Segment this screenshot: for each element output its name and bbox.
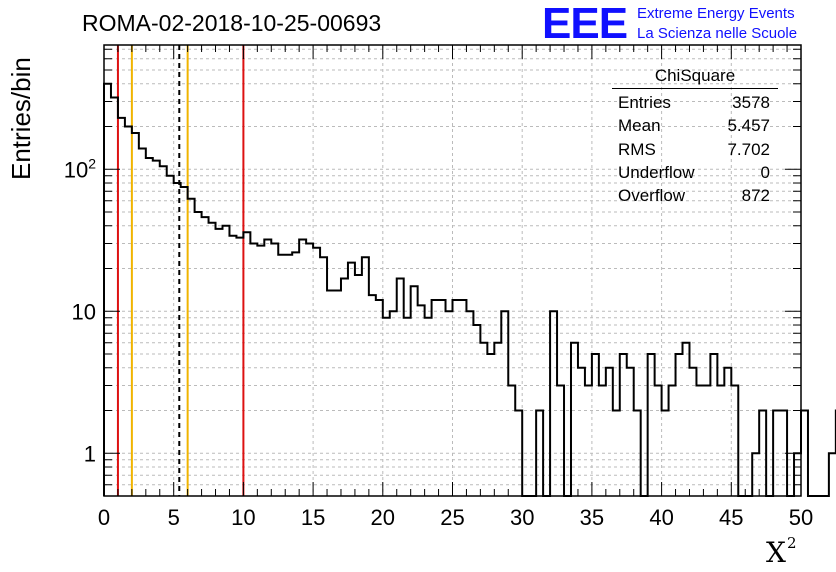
- stats-label: Underflow: [618, 162, 695, 182]
- histogram-steps: [103, 82, 836, 497]
- x-tick-label: 50: [789, 505, 813, 530]
- x-tick-label: 30: [510, 505, 534, 530]
- stats-value: 0: [760, 162, 770, 182]
- x-tick-label: 40: [649, 505, 673, 530]
- stats-row: Mean 5.457: [612, 114, 778, 137]
- x-tick-label: 45: [719, 505, 743, 530]
- stats-row: Overflow 872: [612, 184, 778, 207]
- tick-labels: 0 5 10 15 20 25 30 35 40 45 50 1 10 102: [64, 155, 814, 530]
- axis-ticks: [103, 45, 802, 497]
- grid-lines: [104, 45, 801, 496]
- x-axis-label: X2: [766, 534, 797, 569]
- x-tick-label: 35: [580, 505, 604, 530]
- stats-row: Entries 3578: [612, 91, 778, 114]
- y-axis-label: Entries/bin: [6, 57, 36, 180]
- stats-value: 7.702: [727, 139, 770, 159]
- stats-row: Underflow 0: [612, 161, 778, 184]
- stats-label: Mean: [618, 116, 661, 136]
- y-tick-label: 10: [72, 299, 96, 324]
- chart-title: ROMA-02-2018-10-25-00693: [82, 10, 382, 36]
- stats-label: RMS: [618, 139, 656, 159]
- stats-value: 5.457: [727, 116, 770, 136]
- x-tick-label: 20: [371, 505, 395, 530]
- stats-label: Entries: [618, 93, 671, 112]
- stats-value: 3578: [732, 93, 770, 112]
- stats-value: 872: [741, 186, 770, 206]
- logo-text-line1: Extreme Energy Events: [637, 5, 795, 22]
- x-tick-label: 15: [301, 505, 325, 530]
- stats-row: RMS 7.702: [612, 138, 778, 161]
- x-tick-label: 25: [440, 505, 464, 530]
- stats-title: ChiSquare: [612, 64, 778, 89]
- logo-text-line2: La Scienza nelle Scuole: [637, 25, 798, 42]
- reference-lines: [116, 45, 245, 496]
- stats-box: ChiSquare Entries 3578 Mean 5.457 RMS 7.…: [612, 64, 778, 207]
- x-tick-label: 10: [231, 505, 255, 530]
- x-tick-label: 5: [168, 505, 180, 530]
- stats-label: Overflow: [618, 186, 686, 206]
- y-tick-label: 102: [64, 155, 96, 182]
- x-tick-label: 0: [98, 505, 110, 530]
- y-tick-label: 1: [84, 441, 96, 466]
- eee-logo-mark: EEE: [542, 0, 628, 48]
